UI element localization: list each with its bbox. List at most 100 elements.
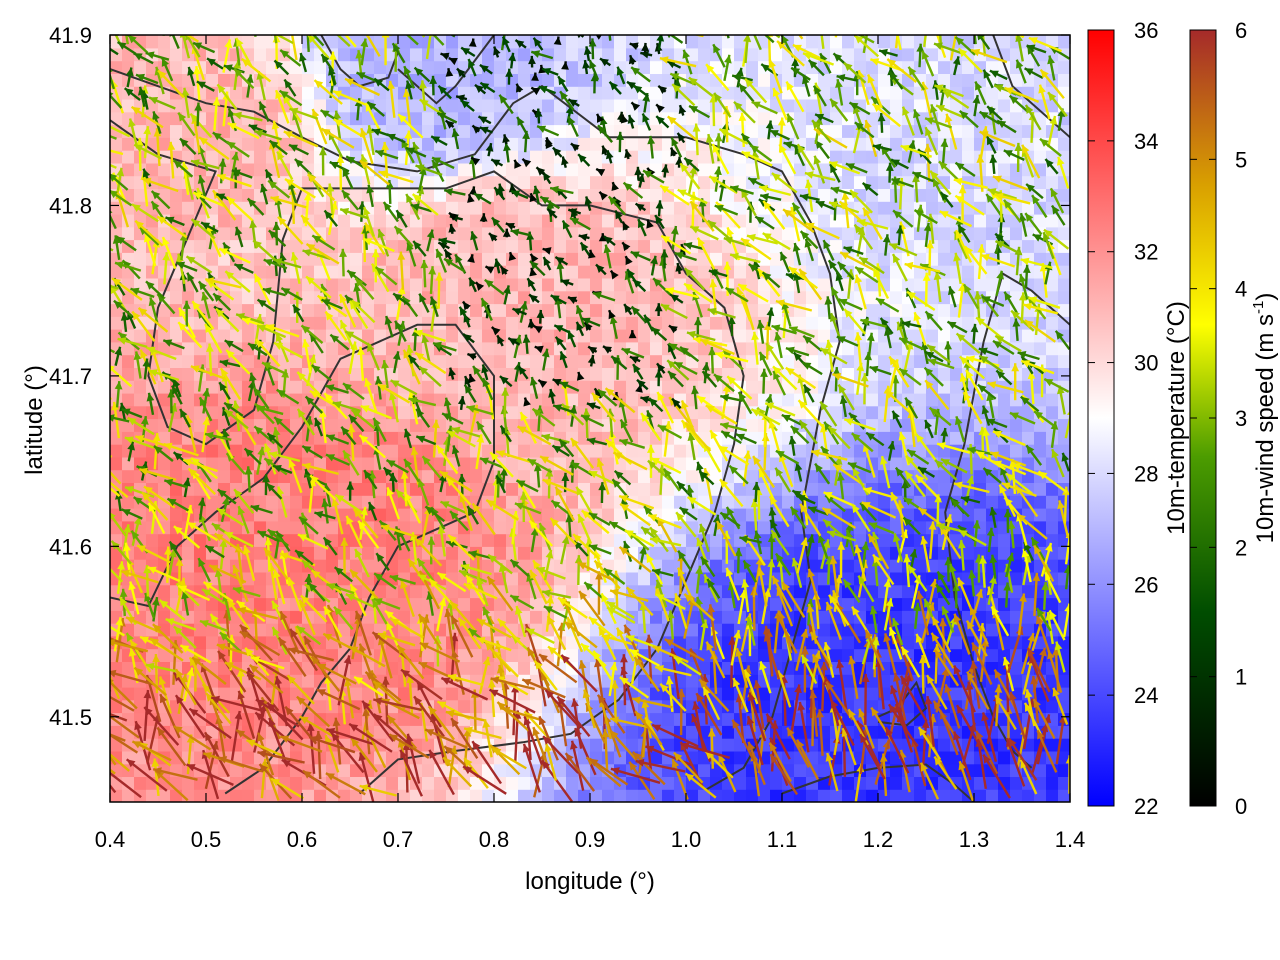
heatmap-cell	[314, 520, 327, 535]
heatmap-cell	[962, 124, 975, 138]
wind-arrowhead	[101, 122, 110, 129]
heatmap-cell	[542, 329, 555, 343]
heatmap-cell	[458, 226, 471, 241]
heatmap-cell	[122, 290, 135, 305]
heatmap-cell	[278, 303, 291, 317]
heatmap-cell	[326, 789, 339, 802]
heatmap-cell	[554, 47, 567, 62]
heatmap-cell	[914, 520, 927, 535]
heatmap-cell	[458, 341, 471, 356]
heatmap-cell	[146, 776, 159, 790]
heatmap-cell	[1034, 495, 1047, 509]
heatmap-cell	[494, 239, 507, 253]
heatmap-cell	[326, 35, 339, 49]
heatmap-cell	[134, 686, 147, 701]
heatmap-cell	[446, 789, 459, 802]
heatmap-cell	[182, 559, 195, 573]
heatmap-cell	[290, 674, 303, 688]
heatmap-cell	[830, 60, 843, 74]
heatmap-cell	[950, 73, 963, 87]
heatmap-cell	[398, 508, 411, 522]
heatmap-cell	[110, 226, 123, 241]
heatmap-cell	[542, 316, 555, 330]
heatmap-cell	[218, 686, 231, 701]
heatmap-cell	[158, 380, 171, 394]
heatmap-cell	[746, 124, 759, 138]
heatmap-cell	[590, 175, 603, 189]
heatmap-cell	[662, 546, 675, 560]
heatmap-cell	[494, 725, 507, 739]
heatmap-cell	[794, 111, 807, 126]
heatmap-cell	[386, 738, 399, 752]
heatmap-cell	[734, 367, 747, 381]
heatmap-cell	[506, 290, 519, 305]
heatmap-cell	[158, 226, 171, 241]
heatmap-cell	[254, 597, 267, 611]
heatmap-cell	[314, 789, 327, 802]
heatmap-cell	[926, 188, 939, 202]
heatmap-cell	[314, 559, 327, 573]
heatmap-cell	[530, 469, 543, 483]
heatmap-cell	[674, 456, 687, 471]
heatmap-cell	[482, 201, 495, 215]
heatmap-cell	[146, 789, 159, 802]
heatmap-cell	[1046, 776, 1059, 790]
heatmap-cell	[518, 290, 531, 305]
heatmap-cell	[278, 661, 291, 675]
heatmap-cell	[842, 137, 855, 151]
heatmap-cell	[290, 277, 303, 292]
heatmap-cell	[278, 316, 291, 330]
heatmap-cell	[842, 482, 855, 496]
heatmap-cell	[458, 789, 471, 802]
heatmap-cell	[986, 367, 999, 381]
heatmap-cell	[650, 712, 663, 726]
heatmap-cell	[914, 392, 927, 407]
heatmap-cell	[566, 188, 579, 202]
heatmap-cell	[230, 303, 243, 317]
heatmap-cell	[122, 367, 135, 381]
heatmap-cell	[650, 546, 663, 560]
heatmap-cell	[458, 444, 471, 458]
heatmap-cell	[590, 367, 603, 381]
heatmap-cell	[290, 661, 303, 675]
heatmap-cell	[290, 380, 303, 394]
heatmap-cell	[158, 392, 171, 407]
heatmap-cell	[278, 35, 291, 49]
heatmap-cell	[986, 214, 999, 228]
heatmap-cell	[254, 214, 267, 228]
heatmap-cell	[206, 444, 219, 458]
heatmap-cell	[314, 584, 327, 599]
heatmap-cell	[650, 60, 663, 74]
heatmap-cell	[578, 290, 591, 305]
heatmap-cell	[338, 392, 351, 407]
heatmap-cell	[566, 162, 579, 177]
heatmap-cell	[974, 214, 987, 228]
heatmap-cell	[1058, 431, 1070, 445]
heatmap-cell	[518, 520, 531, 535]
heatmap-cell	[866, 405, 879, 420]
heatmap-cell	[566, 354, 579, 368]
heatmap-cell	[434, 290, 447, 305]
heatmap-cell	[830, 239, 843, 253]
heatmap-cell	[458, 239, 471, 253]
heatmap-cell	[182, 367, 195, 381]
heatmap-cell	[746, 431, 759, 445]
heatmap-cell	[554, 226, 567, 241]
heatmap-cell	[554, 111, 567, 126]
heatmap-cell	[374, 86, 387, 100]
heatmap-cell	[134, 380, 147, 394]
heatmap-cell	[386, 674, 399, 688]
heatmap-cell	[158, 316, 171, 330]
heatmap-cell	[122, 712, 135, 726]
heatmap-cell	[470, 469, 483, 483]
heatmap-cell	[506, 623, 519, 637]
heatmap-cell	[1046, 175, 1059, 189]
heatmap-cell	[614, 162, 627, 177]
heatmap-cell	[290, 533, 303, 547]
heatmap-cell	[206, 86, 219, 100]
heatmap-cell	[458, 137, 471, 151]
heatmap-cell	[926, 329, 939, 343]
heatmap-cell	[602, 533, 615, 547]
heatmap-cell	[434, 674, 447, 688]
heatmap-cell	[398, 610, 411, 624]
